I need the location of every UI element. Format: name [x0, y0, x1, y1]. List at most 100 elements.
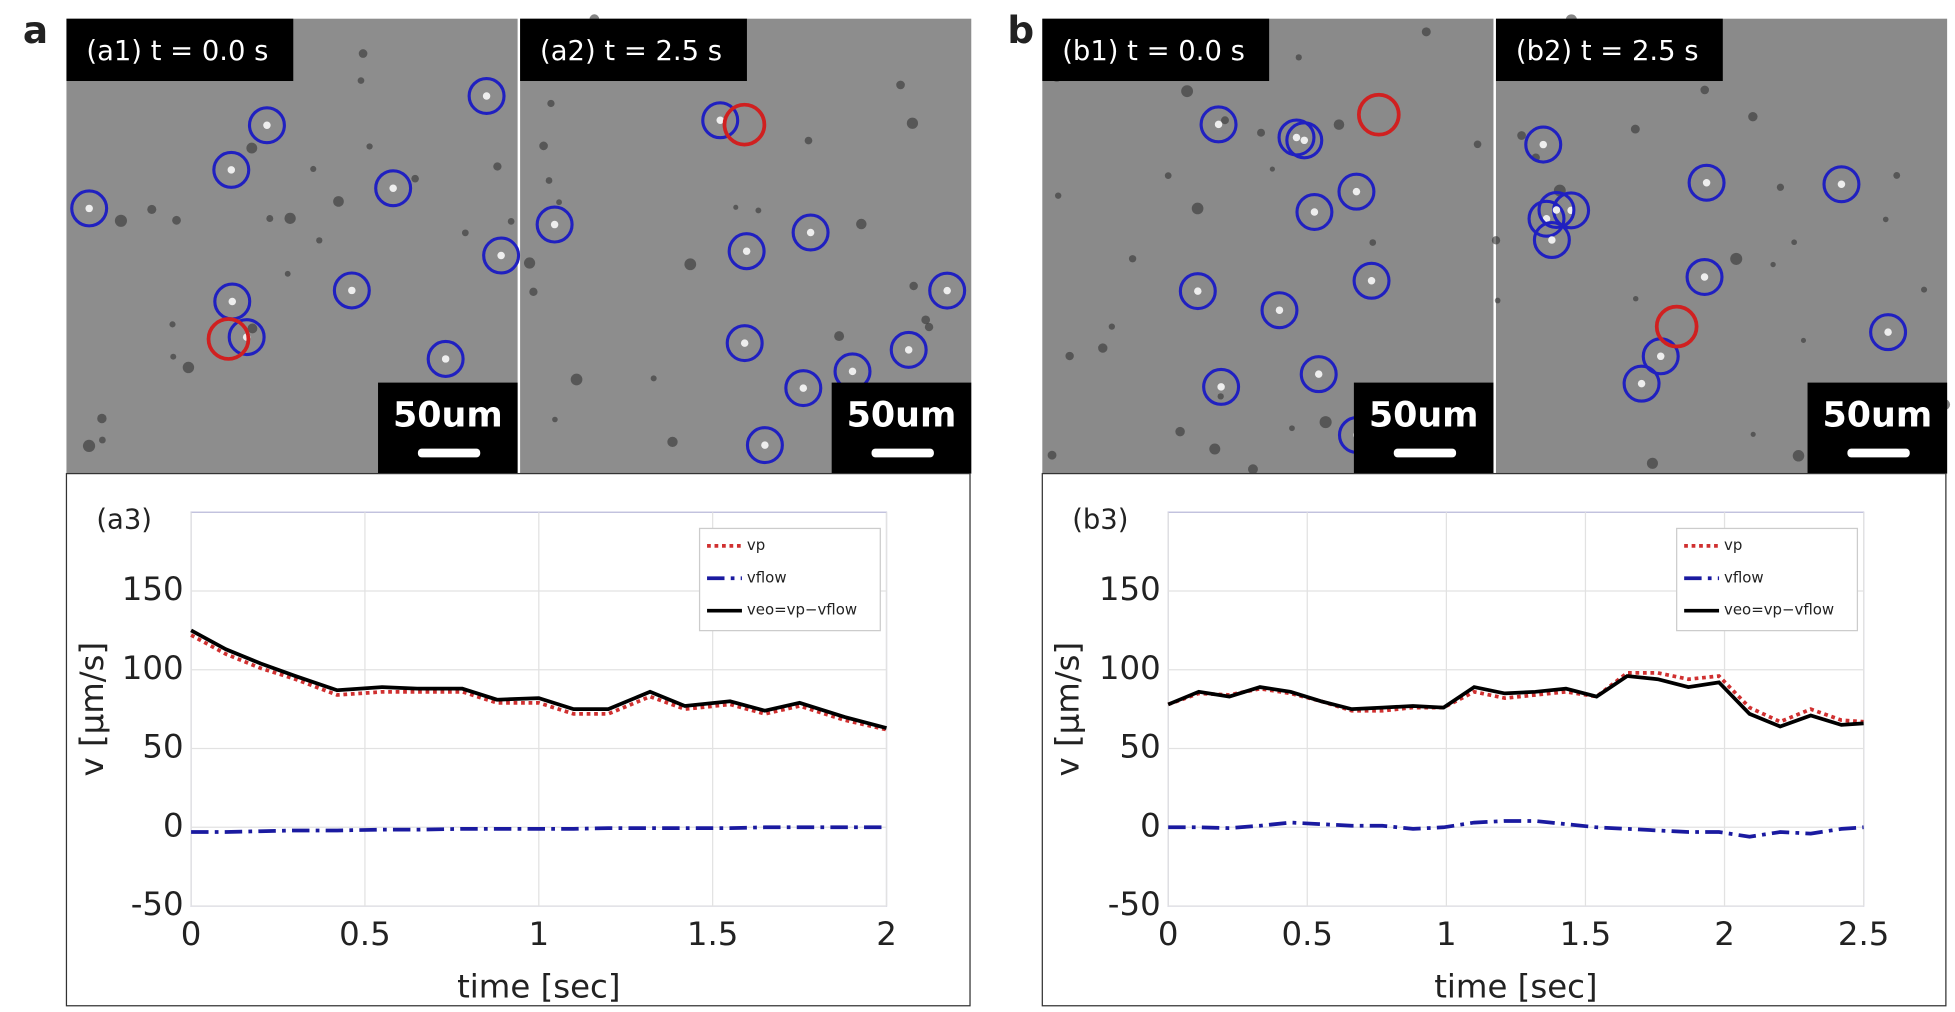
x-tick-label: 0.5: [339, 915, 391, 953]
tracking-marker: [745, 426, 784, 465]
tracking-marker: [212, 150, 251, 189]
tracking-marker: [1822, 165, 1861, 204]
tracking-marker: [374, 169, 413, 208]
speck: [461, 229, 469, 237]
speck: [1098, 343, 1108, 353]
legend-label: vp: [747, 536, 765, 554]
speck: [1646, 457, 1658, 469]
particle: [497, 251, 505, 260]
particle: [482, 92, 491, 100]
speck: [1319, 416, 1332, 429]
speck: [523, 257, 536, 269]
tracking-marker: [791, 213, 830, 252]
particle: [1837, 180, 1846, 188]
speck: [266, 215, 274, 223]
y-axis-label: v [μm/s]: [73, 642, 111, 777]
tracking-marker: [332, 271, 371, 310]
speck: [1800, 337, 1807, 343]
speck: [909, 281, 918, 291]
particle: [1542, 214, 1551, 223]
speck: [755, 207, 762, 214]
scale-bar-box: [1353, 382, 1494, 474]
y-tick-label: 150: [122, 570, 184, 608]
speck: [147, 204, 157, 214]
x-tick-label: 2: [1714, 915, 1735, 953]
particle: [1275, 306, 1284, 314]
tracking-marker: [1622, 364, 1661, 403]
x-tick-label: 0: [181, 915, 202, 953]
tracking-marker: [1337, 172, 1376, 211]
tracking-marker: [467, 76, 506, 115]
particle: [389, 184, 397, 192]
particle: [742, 247, 751, 255]
particle: [441, 355, 450, 363]
particle: [1700, 273, 1709, 281]
speck: [247, 323, 258, 334]
x-tick-label: 0.5: [1282, 915, 1334, 953]
speck: [1491, 236, 1501, 245]
speck: [1221, 116, 1229, 125]
tracking-marker: [1352, 261, 1391, 300]
caption-box: [1042, 18, 1270, 82]
image-caption: (b2) t = 2.5 s: [1516, 36, 1699, 67]
particle: [1352, 187, 1361, 196]
speck: [924, 322, 934, 332]
y-axis-label: v [μm/s]: [1049, 642, 1087, 777]
tracking-marker: [1299, 355, 1338, 394]
scale-bar: [1393, 448, 1457, 458]
speck: [1421, 27, 1431, 37]
speck: [493, 162, 502, 171]
speck: [1047, 450, 1057, 460]
speck: [1217, 393, 1224, 400]
image-caption: (a1) t = 0.0 s: [86, 36, 268, 67]
tracking-marker: [1260, 291, 1299, 330]
speck: [667, 436, 678, 448]
y-tick-label: 150: [1099, 570, 1161, 608]
x-tick-label: 1.5: [1560, 915, 1612, 953]
tracking-marker: [1199, 105, 1238, 144]
tracking-marker: [1178, 272, 1217, 311]
data-line: [190, 633, 887, 732]
tracking-marker: [247, 106, 286, 145]
speck: [1164, 172, 1172, 180]
particle: [943, 286, 951, 295]
y-tick-label: 100: [1099, 649, 1161, 687]
speck: [547, 99, 555, 108]
particle: [1552, 206, 1561, 214]
speck: [284, 212, 296, 224]
speck: [1791, 239, 1797, 246]
speck: [1792, 450, 1805, 462]
speck: [1181, 85, 1194, 98]
scale-bar-box: [831, 382, 972, 474]
scale-bar-label: 50um: [393, 395, 503, 435]
tracking-marker: [1524, 125, 1563, 164]
y-tick-label: 50: [1119, 728, 1160, 766]
speck: [1517, 131, 1526, 140]
speck: [650, 375, 657, 382]
particle: [761, 441, 769, 449]
speck: [357, 77, 365, 84]
speck: [1776, 183, 1785, 191]
scale-bar: [871, 448, 934, 458]
speck: [834, 331, 845, 342]
speck: [1882, 216, 1889, 223]
tracking-marker: [535, 205, 574, 244]
image-caption: (a2) t = 2.5 s: [540, 36, 722, 67]
speck: [1770, 261, 1776, 268]
tracking-marker: [1532, 221, 1571, 260]
speck: [856, 218, 867, 230]
caption-box: [66, 18, 294, 82]
speck: [182, 361, 195, 374]
particle: [1214, 120, 1223, 129]
legend-label: veo=vp−vflow: [1724, 601, 1834, 619]
speck: [804, 136, 813, 145]
speck: [1248, 464, 1258, 475]
speck: [1893, 171, 1901, 179]
tracking-marker: [784, 369, 823, 408]
tracking-marker: [70, 189, 109, 228]
legend-label: vflow: [1724, 568, 1764, 586]
scale-bar: [1847, 448, 1910, 458]
speck: [1730, 252, 1743, 265]
x-axis-label: time [sec]: [457, 967, 620, 1005]
